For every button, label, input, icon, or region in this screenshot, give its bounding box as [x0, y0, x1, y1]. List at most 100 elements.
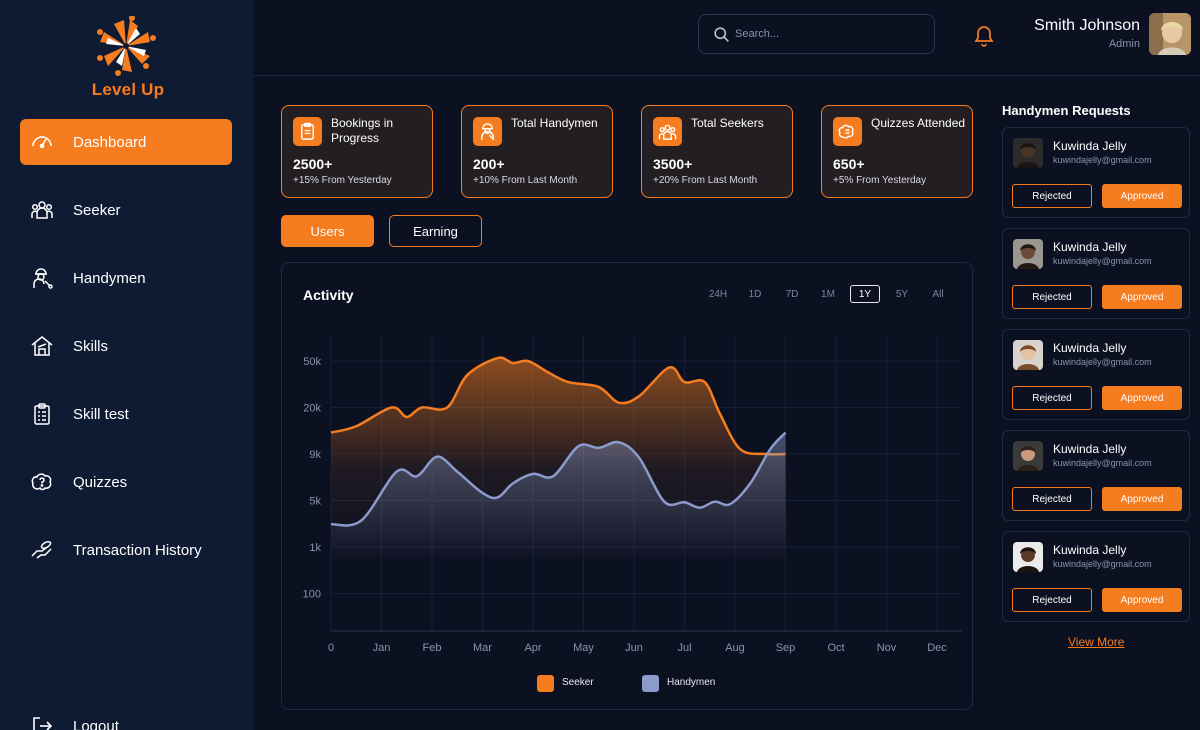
approve-button[interactable]: Approved	[1102, 285, 1182, 309]
range-5y[interactable]: 5Y	[895, 288, 909, 300]
search-input[interactable]	[735, 23, 925, 45]
group-icon	[658, 124, 677, 140]
user-avatar[interactable]	[1149, 13, 1191, 55]
approve-button[interactable]: Approved	[1102, 386, 1182, 410]
clipboard-checklist-icon	[34, 403, 50, 425]
range-7d[interactable]: 7D	[785, 288, 799, 300]
reject-button[interactable]: Rejected	[1012, 487, 1092, 511]
stat-title: Quizzes Attended	[871, 116, 966, 130]
request-name: Kuwinda Jelly	[1053, 543, 1127, 557]
avatar	[1013, 441, 1043, 471]
sidebar-item-handymen[interactable]: Handymen	[20, 255, 232, 301]
series-area-handymen	[331, 432, 786, 561]
notification-bell-icon[interactable]	[972, 22, 996, 48]
stat-change: +15% From Yesterday	[293, 175, 392, 186]
x-tick-label: Jul	[677, 642, 691, 654]
pinwheel-logo-icon	[97, 15, 156, 76]
avatar	[1013, 239, 1043, 269]
legend-label-seeker: Seeker	[562, 677, 594, 688]
x-tick-label: Jan	[373, 642, 391, 654]
reject-button[interactable]: Rejected	[1012, 386, 1092, 410]
sidebar: Level Up Dashboard Seeker Handymen Skill…	[0, 0, 253, 730]
avatar-image	[1013, 340, 1043, 370]
clipboard-icon	[301, 122, 314, 140]
legend-label-handymen: Handymen	[667, 677, 716, 688]
search-icon	[714, 27, 729, 42]
y-tick-label: 9k	[309, 449, 321, 461]
sidebar-item-transaction-history[interactable]: Transaction History	[20, 527, 232, 573]
x-tick-label: Sep	[776, 642, 796, 654]
stat-icon	[473, 117, 502, 146]
sidebar-item-label: Transaction History	[73, 541, 202, 559]
stat-change: +10% From Last Month	[473, 175, 578, 186]
reject-button[interactable]: Rejected	[1012, 588, 1092, 612]
approve-button[interactable]: Approved	[1102, 184, 1182, 208]
series-line-seeker	[330, 356, 786, 456]
stat-card-quizzes[interactable]: Quizzes Attended 650+ +5% From Yesterday	[821, 105, 973, 198]
sidebar-item-dashboard[interactable]: Dashboard	[20, 119, 232, 165]
view-more-link[interactable]: View More	[1068, 635, 1125, 649]
requests-title: Handymen Requests	[1002, 103, 1131, 118]
request-name: Kuwinda Jelly	[1053, 442, 1127, 456]
sidebar-item-label: Skills	[73, 337, 109, 355]
sidebar-item-seeker[interactable]: Seeker	[20, 187, 232, 233]
range-1d[interactable]: 1D	[748, 288, 762, 300]
stat-value: 3500+	[653, 156, 693, 172]
gauge-icon	[32, 136, 52, 149]
sidebar-item-label: Skill test	[73, 405, 129, 423]
worker-wrench-icon	[33, 268, 53, 289]
worker-icon	[481, 123, 494, 141]
y-tick-label: 1k	[309, 542, 321, 554]
brand-logo[interactable]: Level Up	[88, 15, 168, 100]
request-email: kuwindajelly@gmail.com	[1053, 559, 1152, 569]
request-name: Kuwinda Jelly	[1053, 139, 1127, 153]
x-tick-label: Mar	[473, 642, 492, 654]
house-tools-icon	[31, 336, 53, 356]
stat-icon	[833, 117, 862, 146]
search-box[interactable]	[698, 14, 935, 54]
stat-card-seekers[interactable]: Total Seekers 3500+ +20% From Last Month	[641, 105, 793, 198]
people-group-icon	[31, 201, 53, 219]
sidebar-item-skill-test[interactable]: Skill test	[20, 391, 232, 437]
sidebar-item-label: Dashboard	[73, 133, 147, 151]
approve-button[interactable]: Approved	[1102, 487, 1182, 511]
x-tick-label: Aug	[725, 642, 745, 654]
stat-card-bookings[interactable]: Bookings in Progress 2500+ +15% From Yes…	[281, 105, 433, 198]
logout-label: Logout	[73, 717, 119, 730]
avatar-image	[1013, 138, 1043, 168]
stat-title: Total Handymen	[511, 116, 598, 130]
user-role: Admin	[1108, 38, 1140, 50]
x-tick-label: Feb	[423, 642, 442, 654]
sidebar-item-skills[interactable]: Skills	[20, 323, 232, 369]
stat-card-handymen[interactable]: Total Handymen 200+ +10% From Last Month	[461, 105, 613, 198]
tab-earning[interactable]: Earning	[389, 215, 482, 247]
sidebar-item-quizzes[interactable]: Quizzes	[20, 459, 232, 505]
range-1y[interactable]: 1Y	[850, 285, 880, 303]
range-24h[interactable]: 24H	[708, 288, 728, 300]
user-name[interactable]: Smith Johnson	[1034, 17, 1140, 34]
stat-icon	[293, 117, 322, 146]
x-tick-label: Jun	[625, 642, 643, 654]
brain-icon	[838, 124, 854, 139]
request-card: Kuwinda Jelly kuwindajelly@gmail.com Rejec…	[1002, 228, 1190, 319]
stat-value: 650+	[833, 156, 865, 172]
reject-button[interactable]: Rejected	[1012, 285, 1092, 309]
header-divider	[253, 75, 1200, 76]
logout-button[interactable]: Logout	[20, 703, 232, 730]
stat-icon	[653, 117, 682, 146]
brand-name: Level Up	[91, 80, 165, 99]
y-axis-labels: 50k 20k 9k 5k 1k 100	[303, 356, 322, 601]
approve-button[interactable]: Approved	[1102, 588, 1182, 612]
range-all[interactable]: All	[932, 288, 944, 300]
legend-swatch-handymen	[642, 675, 659, 692]
activity-chart: 50k 20k 9k 5k 1k 100 0 Jan Feb Mar Apr May Jun Jul Au…	[303, 335, 962, 654]
tab-users[interactable]: Users	[281, 215, 374, 247]
reject-button[interactable]: Rejected	[1012, 184, 1092, 208]
x-tick-label: May	[573, 642, 594, 654]
avatar	[1013, 542, 1043, 572]
chart-series	[330, 356, 787, 561]
avatar-image	[1013, 542, 1043, 572]
sidebar-item-label: Quizzes	[73, 473, 128, 491]
range-1m[interactable]: 1M	[821, 288, 835, 300]
y-tick-label: 5k	[309, 496, 321, 508]
